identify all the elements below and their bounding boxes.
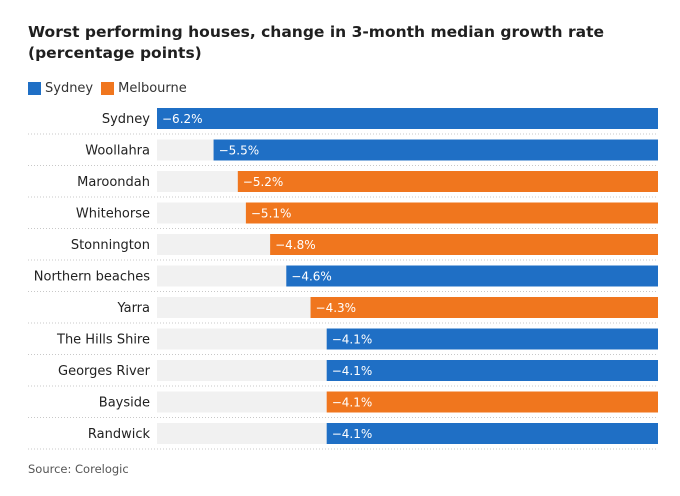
source-note: Source: Corelogic — [28, 462, 129, 476]
bar — [237, 171, 658, 192]
category-label: The Hills Shire — [56, 333, 150, 348]
value-label: −5.2% — [243, 175, 284, 189]
category-label: Yarra — [116, 301, 150, 316]
legend: Sydney Melbourne — [28, 79, 195, 97]
bar — [286, 265, 658, 287]
category-label: Stonnington — [71, 238, 150, 253]
category-label: Bayside — [99, 396, 150, 411]
legend-swatch-sydney — [28, 81, 41, 95]
bar — [326, 423, 658, 444]
bar — [270, 234, 658, 255]
bar — [157, 108, 658, 129]
value-label: −4.1% — [332, 396, 373, 410]
bar — [245, 202, 659, 224]
value-label: −5.1% — [251, 207, 292, 221]
legend-label-sydney: Sydney — [45, 80, 94, 96]
category-label: Maroondah — [77, 175, 150, 190]
category-label: Sydney — [102, 112, 150, 127]
value-label: −4.1% — [332, 427, 373, 441]
bar — [213, 139, 658, 161]
value-label: −4.6% — [291, 270, 332, 284]
bar — [326, 391, 658, 413]
legend-swatch-melbourne — [101, 81, 115, 95]
bar — [310, 297, 658, 318]
bar — [326, 360, 658, 381]
value-label: −6.2% — [162, 112, 203, 126]
value-label: −4.1% — [332, 333, 373, 347]
category-label: Whitehorse — [76, 207, 150, 222]
legend-item-melbourne: Melbourne — [101, 81, 187, 96]
value-label: −4.3% — [316, 301, 357, 315]
bar-chart: Sydney −6.2% Woollahra −5.5% Maroondah −5.2% W… — [28, 108, 659, 450]
value-label: −4.8% — [275, 238, 316, 252]
category-label: Woollahra — [85, 144, 150, 159]
category-label: Georges River — [58, 364, 151, 379]
legend-item-sydney: Sydney — [28, 81, 93, 96]
bar — [326, 328, 658, 350]
chart-title: Worst performing houses, change in 3-mon… — [28, 23, 605, 62]
legend-label-melbourne: Melbourne — [118, 80, 187, 96]
category-label: Randwick — [88, 427, 151, 442]
value-label: −5.5% — [219, 144, 260, 158]
value-label: −4.1% — [332, 364, 373, 378]
category-label: Northern beaches — [34, 270, 150, 285]
